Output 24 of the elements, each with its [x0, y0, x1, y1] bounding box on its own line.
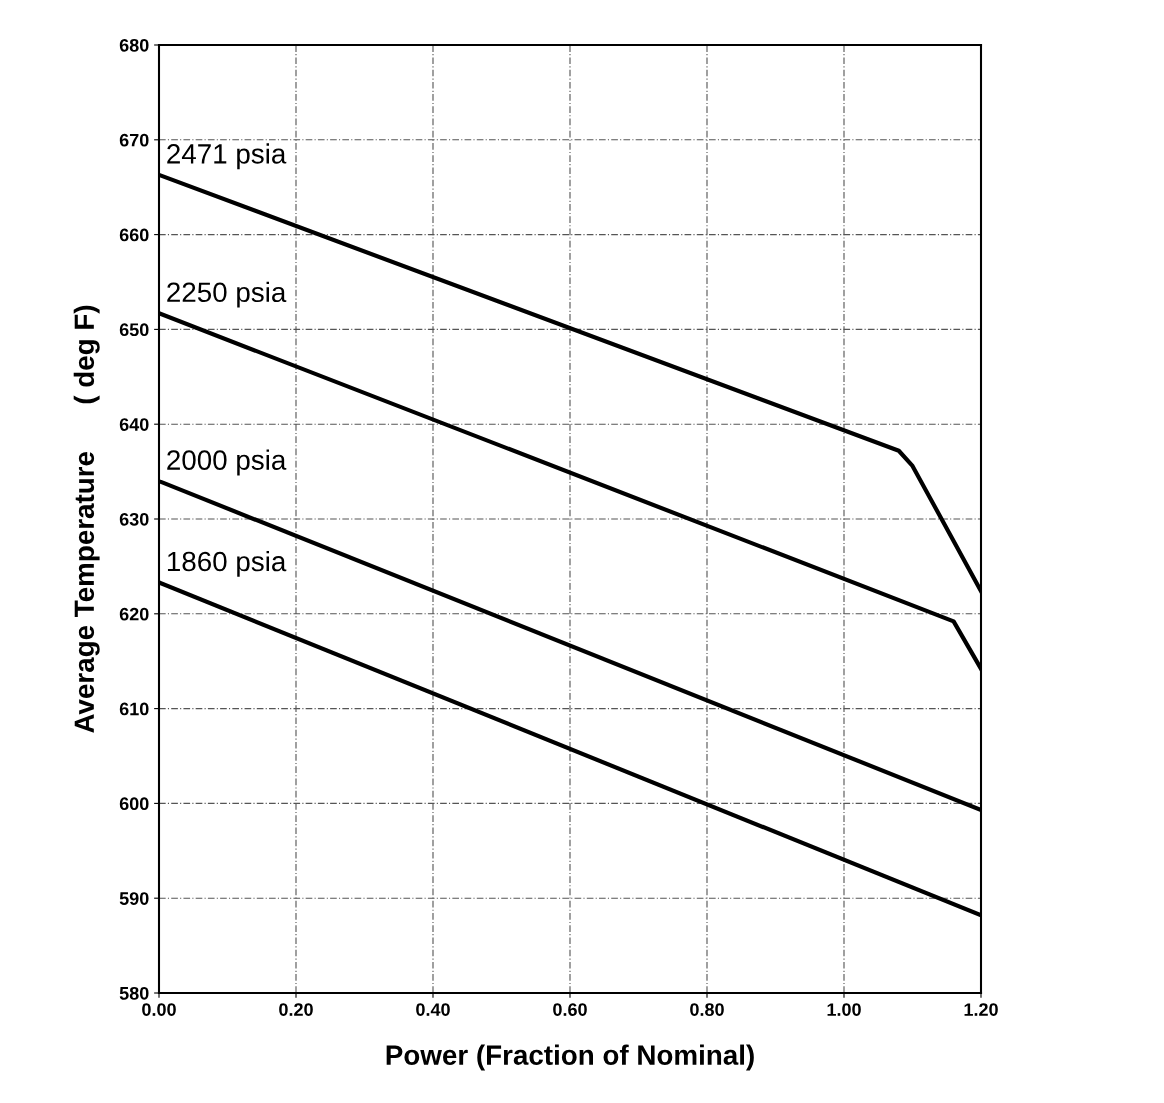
- y-tick-label: 660: [119, 228, 149, 242]
- x-tick-label: 0.40: [416, 1003, 450, 1016]
- y-axis-title: Average Temperature ( deg F): [73, 305, 100, 733]
- y-tick-label: 610: [119, 702, 149, 716]
- y-tick-label: 680: [119, 38, 149, 52]
- x-axis-title: Power (Fraction of Nominal): [386, 1044, 754, 1071]
- y-tick-label: 600: [119, 797, 149, 811]
- x-tick-label: 1.20: [964, 1003, 998, 1016]
- y-tick-label: 620: [119, 607, 149, 621]
- series-label: 1860 psia: [167, 550, 287, 577]
- series-label: 2000 psia: [167, 449, 287, 476]
- y-tick-label: 650: [119, 323, 149, 337]
- x-tick-label: 0.60: [553, 1003, 587, 1016]
- y-tick-label: 640: [119, 418, 149, 431]
- y-tick-label: 670: [119, 133, 149, 147]
- series-label: 2250 psia: [167, 281, 287, 308]
- x-tick-label: 1.00: [827, 1003, 861, 1016]
- x-tick-label: 0.80: [690, 1003, 724, 1016]
- y-tick-label: 580: [119, 986, 149, 1000]
- series-label: 2471 psia: [167, 143, 287, 170]
- y-tick-label: 590: [119, 892, 149, 905]
- y-tick-label: 630: [119, 512, 149, 526]
- x-tick-label: 0.00: [142, 1003, 176, 1016]
- x-tick-label: 0.20: [279, 1003, 313, 1016]
